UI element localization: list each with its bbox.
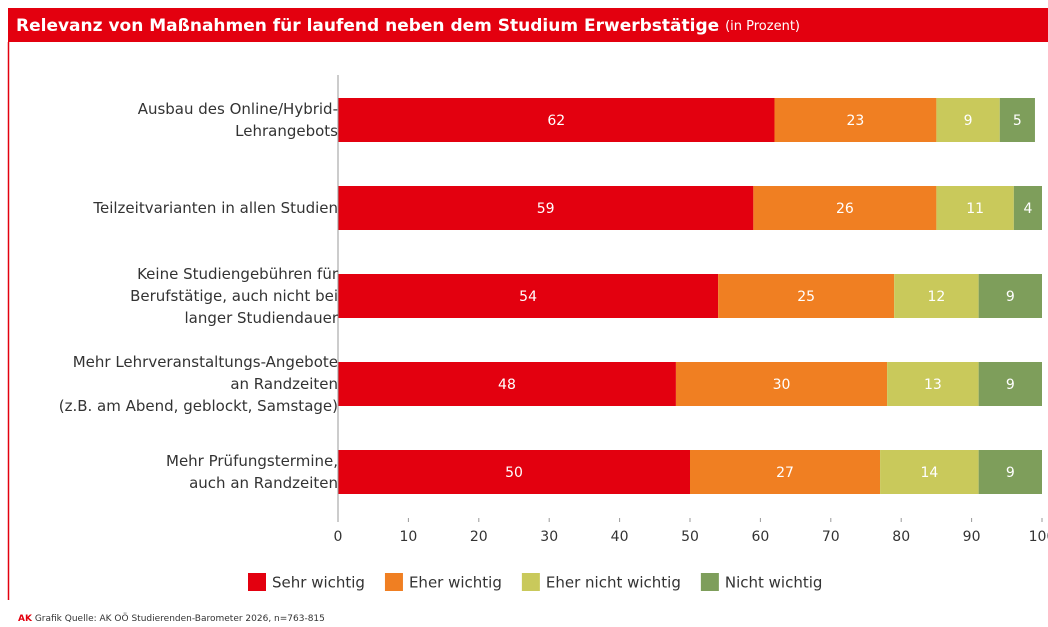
bar-segment [894, 274, 979, 318]
data-label: 14 [920, 465, 938, 481]
legend-label: Nicht wichtig [725, 574, 823, 592]
data-label: 50 [505, 465, 523, 481]
data-label: 9 [1006, 289, 1015, 305]
x-tick-label: 20 [470, 529, 488, 545]
data-label: 4 [1023, 201, 1032, 217]
legend-label: Sehr wichtig [272, 574, 365, 592]
data-label: 13 [924, 377, 942, 393]
bar-segment [338, 186, 754, 230]
legend-swatch [521, 573, 540, 591]
data-label: 59 [537, 201, 555, 217]
data-label: 25 [797, 289, 815, 305]
bar-segment [753, 186, 937, 230]
bar-segment [718, 274, 895, 318]
chart-title: Relevanz von Maßnahmen für laufend neben… [16, 16, 800, 36]
bar-segment [936, 186, 1014, 230]
x-tick-label: 100 [1029, 529, 1048, 545]
legend-swatch [700, 573, 719, 591]
legend-label: Eher nicht wichtig [546, 574, 681, 592]
data-label: 54 [519, 289, 537, 305]
data-label: 9 [964, 113, 973, 129]
data-label: 5 [1013, 113, 1022, 129]
bar-segment [887, 362, 979, 406]
x-tick-label: 10 [399, 529, 417, 545]
bar-segment [774, 98, 937, 142]
bar-segment [338, 98, 775, 142]
bar-segment [690, 450, 881, 494]
bar-segment [338, 362, 676, 406]
data-label: 11 [966, 201, 984, 217]
data-label: 62 [547, 113, 565, 129]
legend-swatch [248, 573, 266, 591]
legend-label: Eher wichtig [409, 574, 502, 592]
data-label: 9 [1006, 377, 1015, 393]
data-label: 12 [927, 289, 945, 305]
bar-segment [978, 450, 1042, 494]
x-tick-label: 70 [822, 529, 840, 545]
bar-segment [338, 450, 690, 494]
title-bar [8, 8, 1048, 42]
x-tick-label: 0 [334, 529, 343, 545]
bar-segment [675, 362, 888, 406]
x-tick-label: 30 [540, 529, 558, 545]
data-label: 30 [773, 377, 791, 393]
x-tick-label: 50 [681, 529, 699, 545]
category-label: Mehr Prüfungstermine, auch an Randzeiten [166, 452, 338, 492]
data-label: 9 [1006, 465, 1015, 481]
x-tick-label: 90 [963, 529, 981, 545]
source: AK Grafik Quelle: AK OÖ Studierenden-Bar… [18, 613, 325, 624]
data-label: 27 [776, 465, 794, 481]
x-tick-label: 60 [751, 529, 769, 545]
bar-segment [999, 98, 1035, 142]
legend-swatch [384, 573, 403, 591]
category-label: Teilzeitvarianten in allen Studien [93, 199, 338, 217]
category-label: Ausbau des Online/Hybrid- Lehrangebots [137, 100, 338, 140]
data-label: 48 [498, 377, 516, 393]
bar-segment [880, 450, 979, 494]
x-tick-label: 80 [892, 529, 910, 545]
x-tick-label: 40 [611, 529, 629, 545]
category-label: Keine Studiengebühren für Berufstätige, … [130, 265, 338, 327]
bar-segment [936, 98, 1000, 142]
bar-segment [338, 274, 719, 318]
bar-segment [978, 362, 1042, 406]
data-label: 26 [836, 201, 854, 217]
bar-segment [978, 274, 1042, 318]
category-label: Mehr Lehrveranstaltungs-Angebote an Rand… [58, 353, 338, 415]
bar-segment [1013, 186, 1042, 230]
data-label: 23 [847, 113, 865, 129]
